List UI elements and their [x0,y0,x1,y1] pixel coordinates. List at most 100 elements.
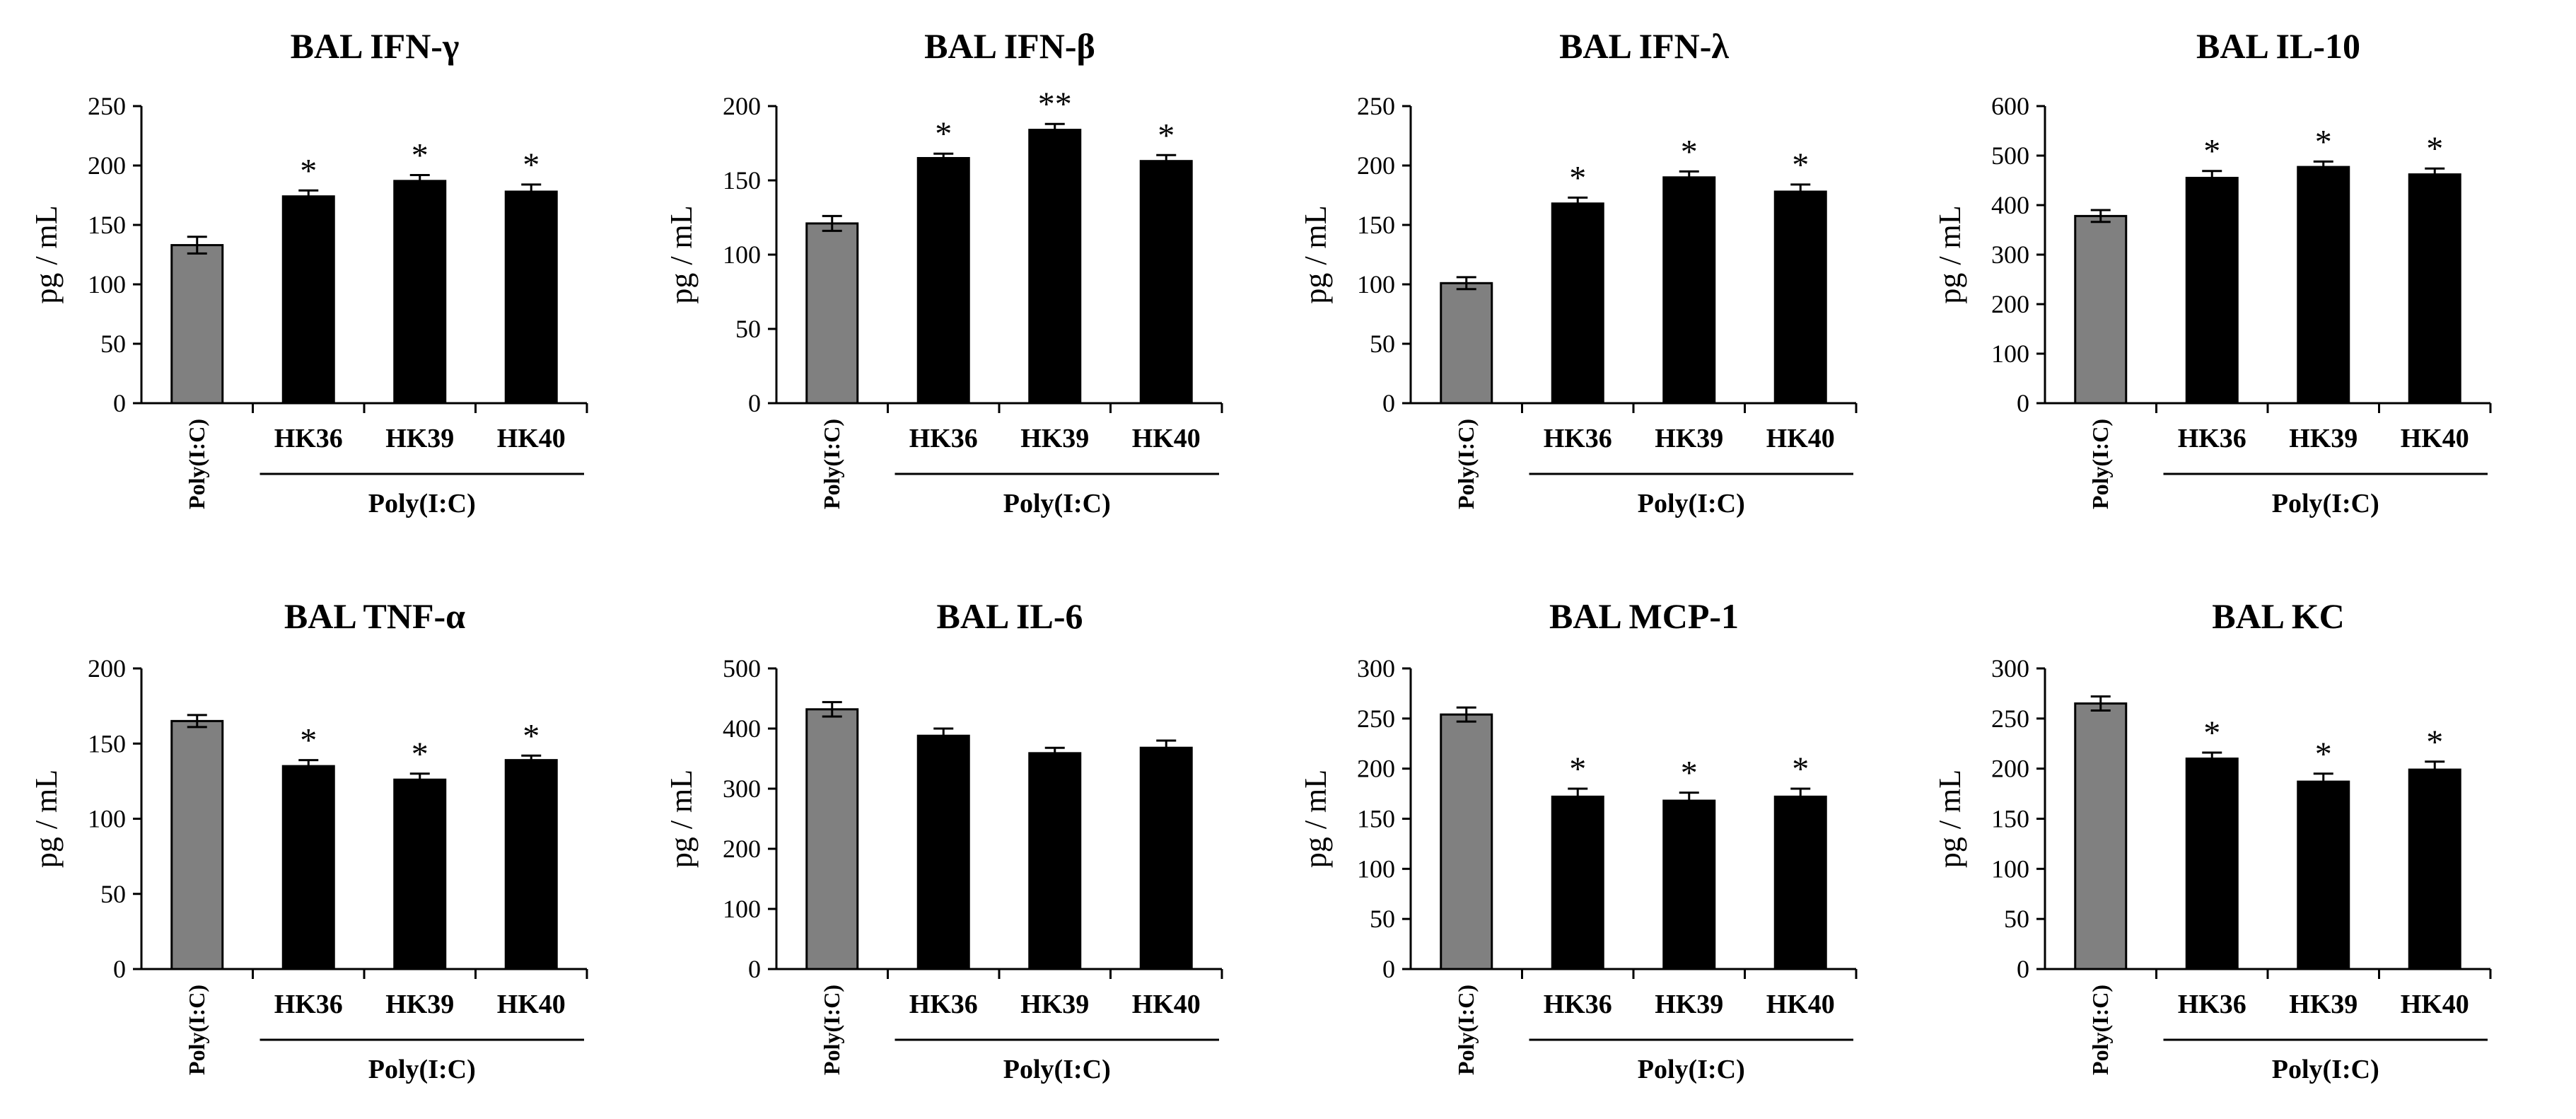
bar [1028,752,1082,970]
y-tick-label: 0 [748,389,761,417]
y-tick-label: 600 [1991,92,2029,120]
chart-title: BAL IL-10 [2196,26,2360,66]
y-axis-label: pg / mL [664,770,699,868]
significance-marker: * [523,146,540,184]
y-tick-label: 0 [2017,389,2029,417]
x-category-label: HK36 [1544,424,1612,453]
bar [2074,214,2128,405]
y-tick-label: 300 [1991,654,2029,683]
group-label: Poly(I:C) [1638,489,1745,518]
y-tick-label: 250 [1991,705,2029,733]
bar [2408,173,2461,405]
significance-marker: * [523,717,540,755]
x-category-label: Poly(I:C) [819,985,844,1075]
y-tick-label: 100 [723,895,761,923]
y-tick-label: 200 [723,835,761,863]
y-tick-label: 300 [723,775,761,803]
y-tick-label: 50 [2004,905,2029,933]
bar [1773,190,1827,405]
bar [1662,176,1716,405]
chart-bal-ifn: BAL IFN-γ pg / mL 0 50 100 150 200 250 Poly(I:C)… [29,26,588,518]
y-tick-label: 150 [723,166,761,195]
significance-marker: * [2203,714,2220,752]
significance-marker: * [2426,724,2443,761]
y-tick-label: 200 [723,92,761,120]
bar [1551,795,1604,970]
significance-marker: * [2315,736,2332,773]
y-tick-label: 150 [88,211,126,239]
y-tick-label: 500 [1991,141,2029,170]
y-axis-label: pg / mL [1298,770,1333,868]
y-tick-label: 150 [1357,805,1395,833]
y-tick-label: 0 [113,389,126,417]
x-category-label: HK40 [2401,424,2469,453]
bar [281,195,335,405]
significance-marker: * [935,115,952,153]
y-tick-label: 150 [1991,805,2029,833]
bar [1440,282,1493,405]
significance-marker: ** [1038,86,1072,123]
chart-bal-mcp-1: BAL MCP-1 pg / mL 0 50 100 150 200 250 300 Poly(I… [1298,596,1858,1084]
x-category-label: Poly(I:C) [1453,985,1479,1075]
x-category-label: HK36 [2178,990,2246,1019]
significance-marker: * [1681,755,1698,792]
bar [805,222,859,405]
y-tick-label: 0 [1382,955,1395,983]
significance-marker: * [412,736,429,773]
y-tick-label: 400 [1991,191,2029,219]
x-category-label: HK39 [2289,990,2358,1019]
y-tick-label: 150 [1357,211,1395,239]
bar [504,759,558,970]
y-tick-label: 100 [1357,854,1395,883]
y-axis-label: pg / mL [29,770,64,868]
x-category-label: HK40 [497,424,566,453]
chart-bal-ifn: BAL IFN-λ pg / mL 0 50 100 150 200 250 Poly(I:C)… [1298,26,1858,518]
group-label: Poly(I:C) [2272,489,2379,518]
x-category-label: Poly(I:C) [184,985,209,1075]
y-tick-label: 100 [1357,270,1395,298]
bar [1139,160,1193,405]
y-tick-label: 200 [1991,755,2029,783]
x-category-label: HK39 [1655,990,1723,1019]
chart-bal-ifn: BAL IFN-β pg / mL 0 50 100 150 200 Poly(I:C) * HK… [664,26,1223,518]
x-category-label: HK40 [1766,990,1835,1019]
y-tick-label: 200 [88,151,126,180]
significance-marker: * [1681,133,1698,170]
y-tick-label: 50 [100,330,126,358]
x-category-label: HK36 [909,990,978,1019]
y-tick-label: 500 [723,654,761,683]
chart-bal-kc: BAL KC pg / mL 0 50 100 150 200 250 300 Poly(I:C)… [1933,596,2492,1084]
x-category-label: HK39 [2289,424,2358,453]
bar [170,244,224,405]
x-category-label: Poly(I:C) [2087,419,2113,509]
y-tick-label: 100 [723,240,761,269]
significance-marker: * [2426,130,2443,168]
y-axis-label: pg / mL [1933,770,1967,868]
significance-marker: * [2203,133,2220,170]
y-tick-label: 50 [735,315,761,343]
bar [1139,746,1193,970]
x-category-label: HK36 [274,990,343,1019]
y-tick-label: 100 [88,270,126,298]
bar [1662,799,1716,970]
group-label: Poly(I:C) [368,1055,476,1084]
y-tick-label: 100 [1991,854,2029,883]
y-tick-label: 200 [1357,755,1395,783]
bar [916,734,970,970]
x-category-label: Poly(I:C) [1453,419,1479,509]
bar [393,778,447,970]
bar [805,708,859,970]
group-label: Poly(I:C) [368,489,476,518]
x-category-label: Poly(I:C) [819,419,844,509]
bar [2074,702,2128,970]
significance-marker: * [1569,750,1586,788]
x-category-label: HK39 [385,424,454,453]
x-category-label: HK39 [385,990,454,1019]
chart-title: BAL IL-6 [936,596,1083,636]
y-tick-label: 200 [1991,290,2029,318]
y-tick-label: 50 [1370,905,1395,933]
x-category-label: HK40 [1766,424,1835,453]
bar [2185,177,2239,405]
x-category-label: Poly(I:C) [2087,985,2113,1075]
bar [170,719,224,970]
